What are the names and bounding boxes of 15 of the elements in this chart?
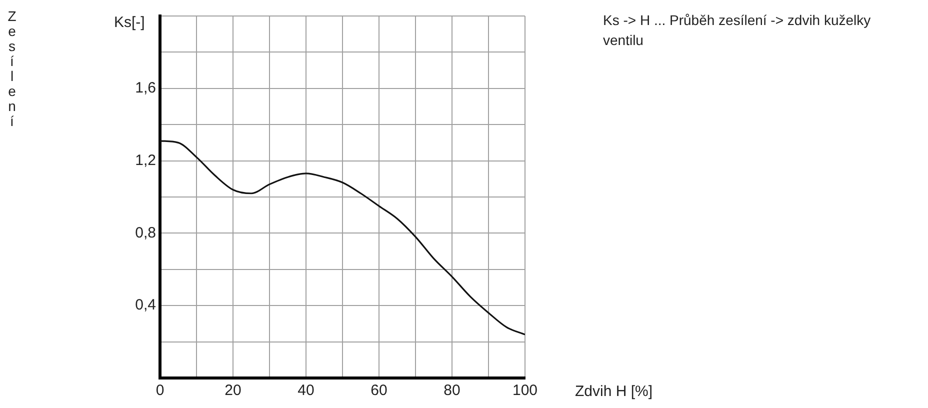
text: Ks -> H ... Průběh zesílení -> zdvih kuželky ventilu	[603, 11, 872, 50]
y-tick-label: 1,2	[135, 152, 156, 169]
y-tick-label: 0,4	[135, 296, 156, 314]
text: Zesílení	[4, 8, 20, 128]
x-tick-label: 80	[444, 382, 460, 400]
line-series	[160, 140, 525, 336]
x-tick-label: 100	[512, 382, 538, 400]
x-tick-label: 40	[298, 382, 314, 400]
y-tick-label: 1,6	[135, 80, 156, 97]
y-tick-label: 0,8	[135, 224, 156, 242]
x-tick-label: 20	[224, 382, 242, 400]
x-axis-title: Zdvih H [%]	[575, 383, 653, 400]
y-axis-title: Ks[-]	[114, 14, 145, 31]
x-tick-label: 0	[156, 382, 164, 400]
x-tick-label: 60	[370, 382, 388, 400]
